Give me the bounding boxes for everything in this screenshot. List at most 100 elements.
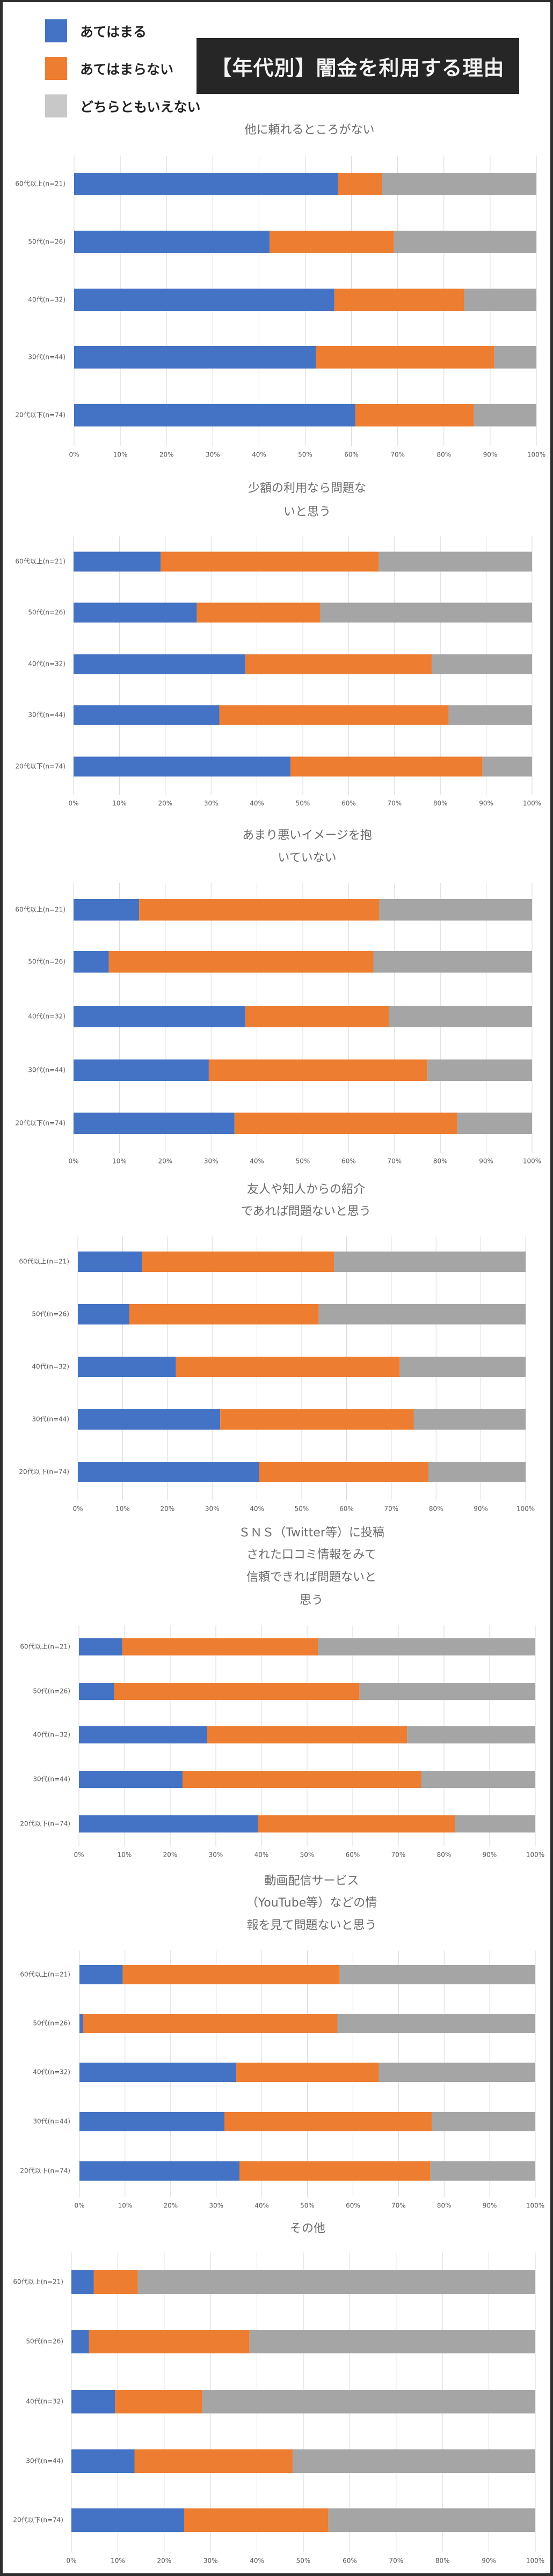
x-tick-label: 80% — [436, 451, 451, 459]
bar-segment-applies — [74, 951, 109, 973]
y-category-label: 20代以下(n=74) — [13, 2516, 63, 2524]
x-tick-label: 20% — [158, 800, 172, 807]
y-category-label: 40代(n=32) — [26, 2398, 63, 2405]
y-category-label: 30代(n=44) — [33, 2118, 70, 2125]
bar-segment-neither — [328, 2508, 535, 2532]
x-tick-label: 60% — [341, 1158, 356, 1165]
y-category-label: 40代(n=32) — [28, 1013, 66, 1020]
bar-segment-neither — [373, 951, 532, 973]
x-tick-label: 0% — [66, 2557, 76, 2565]
bar-segment-not-applies — [208, 1059, 428, 1081]
bar-segment-applies — [79, 1965, 123, 1984]
bar-segment-applies — [74, 705, 220, 725]
x-tick-label: 40% — [250, 800, 264, 807]
bar-segment-neither — [482, 756, 532, 777]
bar-segment-neither — [407, 1726, 535, 1743]
bar-segment-not-applies — [182, 1771, 421, 1788]
bar-segment-not-applies — [258, 1815, 455, 1832]
x-tick-label: 0% — [69, 451, 79, 459]
bar-segment-neither — [379, 551, 532, 572]
bar-segment-applies — [74, 231, 270, 253]
y-category-label: 30代(n=44) — [33, 1776, 70, 1783]
x-tick-label: 70% — [387, 1158, 402, 1165]
legend-swatch-orange — [45, 57, 67, 80]
y-category-label: 20代以下(n=74) — [15, 411, 66, 419]
bar-segment-applies — [79, 1683, 114, 1700]
bar-segment-applies — [71, 2449, 135, 2473]
bar-segment-applies — [79, 2063, 237, 2082]
x-tick-label: 30% — [205, 1505, 220, 1513]
y-category-label: 50代(n=26) — [32, 1311, 69, 1318]
bar-segment-not-applies — [236, 2063, 379, 2082]
x-tick-label: 0% — [68, 1158, 78, 1165]
bar-segment-applies — [74, 602, 197, 623]
bar-segment-applies — [74, 1059, 209, 1081]
bar-segment-neither — [464, 289, 536, 311]
x-tick-label: 0% — [68, 800, 78, 807]
x-tick-label: 50% — [296, 1158, 310, 1165]
x-tick-label: 10% — [118, 1851, 132, 1859]
bar-segment-applies — [71, 2330, 89, 2353]
x-tick-label: 20% — [163, 1851, 178, 1859]
x-tick-label: 80% — [433, 800, 448, 807]
x-tick-label: 30% — [206, 451, 220, 459]
bar-segment-not-applies — [220, 1409, 414, 1430]
bar-segment-applies — [71, 2508, 184, 2532]
chart-5: ＳＮＳ（Twitter等）に投稿された口コミ情報をみて信頼できれば問題ないと思う… — [20, 1526, 544, 1859]
bar-segment-applies — [74, 173, 338, 195]
y-category-label: 50代(n=26) — [33, 2020, 70, 2027]
bar-segment-not-applies — [207, 1726, 408, 1743]
chart-title-line: 友人や知人からの紹介 — [247, 1183, 365, 1196]
x-tick-label: 20% — [159, 451, 174, 459]
y-category-label: 40代(n=32) — [28, 296, 66, 304]
x-tick-label: 20% — [163, 2202, 178, 2210]
bar-segment-not-applies — [89, 2330, 250, 2353]
y-category-label: 60代以上(n=21) — [19, 1258, 69, 1265]
x-tick-label: 10% — [113, 451, 128, 459]
bar-segment-applies — [79, 2014, 83, 2033]
bar-segment-not-applies — [142, 1252, 334, 1272]
bar-segment-not-applies — [108, 951, 374, 973]
y-category-label: 60代以上(n=21) — [15, 180, 66, 188]
x-tick-label: 80% — [437, 1851, 452, 1859]
x-tick-label: 50% — [300, 2202, 315, 2210]
x-tick-label: 30% — [203, 2557, 218, 2565]
x-tick-label: 10% — [111, 2557, 125, 2565]
bar-segment-not-applies — [234, 1113, 457, 1134]
bar-segment-applies — [78, 1462, 259, 1482]
bar-segment-applies — [74, 551, 161, 572]
bar-segment-applies — [79, 1771, 183, 1788]
x-tick-label: 60% — [346, 2202, 360, 2210]
x-tick-label: 70% — [391, 2202, 406, 2210]
bar-segment-not-applies — [219, 705, 449, 725]
bar-segment-neither — [339, 1965, 535, 1984]
bar-segment-not-applies — [161, 551, 379, 572]
bar-segment-applies — [78, 1409, 221, 1430]
bar-segment-applies — [79, 2161, 239, 2181]
y-category-label: 20代以下(n=74) — [20, 2167, 70, 2175]
x-tick-label: 90% — [479, 800, 493, 807]
bar-segment-not-applies — [139, 899, 380, 921]
x-tick-label: 40% — [250, 1505, 264, 1513]
legend-item-applies: あてはまる — [45, 19, 147, 42]
x-tick-label: 50% — [296, 2557, 311, 2565]
y-category-label: 20代以下(n=74) — [15, 1120, 66, 1127]
bar-segment-not-applies — [239, 2161, 431, 2181]
bar-segment-not-applies — [270, 231, 394, 253]
y-category-label: 30代(n=44) — [32, 1416, 69, 1423]
x-tick-label: 100% — [516, 1505, 535, 1513]
bar-segment-neither — [382, 173, 536, 195]
y-category-label: 20代以下(n=74) — [19, 1468, 69, 1476]
x-tick-label: 50% — [295, 1505, 309, 1513]
y-category-label: 20代以下(n=74) — [20, 1820, 70, 1828]
bar-segment-applies — [74, 1113, 235, 1134]
bar-segment-neither — [379, 899, 532, 921]
x-tick-label: 100% — [526, 2557, 544, 2565]
x-tick-label: 100% — [523, 800, 541, 807]
bar-segment-not-applies — [184, 2508, 329, 2532]
bar-segment-not-applies — [134, 2449, 293, 2473]
x-tick-label: 70% — [387, 800, 402, 807]
x-tick-label: 70% — [390, 451, 405, 459]
